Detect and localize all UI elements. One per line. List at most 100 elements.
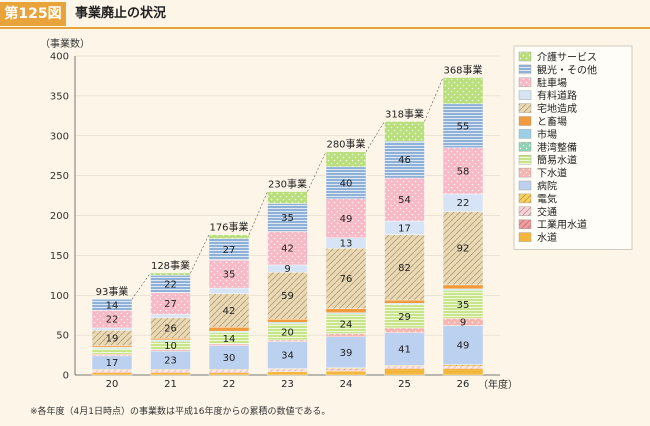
bar-data-label: 76	[340, 274, 353, 285]
bar-data-label: 41	[398, 345, 411, 356]
bar-segment-介護サービス	[442, 77, 484, 105]
bar-stacks	[91, 77, 484, 376]
bar-segment-駐車場	[384, 177, 425, 222]
bar-data-label: 34	[281, 351, 294, 362]
legend-label: 観光・その他	[537, 63, 597, 76]
bar-data-label: 82	[398, 263, 411, 274]
y-tick-label: 250	[50, 171, 69, 182]
legend-label: 病院	[537, 180, 557, 193]
y-tick-label: 100	[50, 291, 69, 302]
legend-swatch	[518, 64, 532, 75]
bar-segment-下水道	[91, 354, 133, 357]
top-connector-line	[190, 234, 210, 274]
bar-segment-駐車場	[267, 231, 308, 266]
bar-data-label: 22	[106, 315, 119, 326]
bar-data-label: 49	[340, 214, 353, 225]
bar-segment-と畜場	[91, 345, 133, 348]
bar-segment-下水道	[384, 327, 425, 333]
bar-segment-交通	[325, 368, 367, 371]
bar-segment-有料道路	[150, 314, 191, 318]
bar-segment-と畜場	[384, 299, 425, 304]
bar-total-label: 93事業	[96, 285, 129, 298]
x-tick-label: 22	[223, 379, 236, 390]
x-axis-unit-label: （年度）	[478, 378, 518, 391]
bar-data-label: 9	[284, 264, 290, 275]
legend-label: 簡易水道	[537, 154, 577, 167]
y-tick-label: 300	[50, 131, 69, 142]
bar-segment-簡易水道	[91, 348, 133, 355]
bar-total-label: 230事業	[268, 178, 307, 191]
top-connector-line	[248, 191, 268, 235]
y-tick-label: 400	[50, 52, 69, 63]
legend-swatch	[518, 90, 532, 100]
bar-segment-交通	[150, 370, 191, 373]
bar-data-label: 35	[457, 300, 470, 311]
legend-label: 有料道路	[537, 89, 577, 102]
bar-segment-宅地造成	[442, 211, 484, 286]
bar-segment-介護サービス	[325, 151, 367, 168]
legend-label: 水道	[537, 231, 557, 244]
x-tick-label: 24	[340, 379, 353, 390]
bar-data-label: 27	[164, 299, 177, 310]
bar-data-label: 14	[223, 334, 236, 345]
legend-label: 電気	[537, 192, 557, 205]
bar-segment-宅地造成	[267, 271, 308, 320]
bar-data-label: 42	[281, 244, 294, 255]
legend-swatch	[518, 142, 532, 152]
bar-segment-交通	[384, 366, 425, 369]
bar-segment-電気	[442, 364, 484, 367]
bar-data-label: 14	[106, 300, 119, 311]
y-tick-label: 0	[63, 371, 69, 382]
legend-label: 駐車場	[537, 76, 567, 89]
bar-segment-介護サービス	[267, 191, 308, 204]
legend-label: 市場	[537, 128, 557, 141]
legend-swatch	[518, 51, 532, 62]
bar-segment-と畜場	[325, 308, 367, 313]
legend-label: 宅地造成	[537, 102, 577, 115]
bar-segment-水道	[442, 368, 484, 376]
bar-segment-観光・その他	[442, 103, 484, 148]
bar-data-label: 24	[340, 319, 353, 330]
bar-data-label: 46	[398, 155, 411, 166]
bar-segment-水道	[150, 372, 191, 376]
bar-data-label: 19	[106, 333, 119, 344]
bar-segment-病院	[442, 325, 484, 365]
stacked-bar-chart: 0 50 100 150 200 250 300 350 400 17 19 22 14 93事業 20 2…	[40, 37, 633, 391]
x-tick-label: 25	[398, 379, 411, 390]
bar-segment-有料道路	[91, 327, 133, 331]
bar-segment-駐車場	[208, 259, 250, 289]
bar-data-label: 42	[223, 306, 236, 317]
bar-segment-有料道路	[208, 287, 250, 294]
footnote: ※各年度（4月1日時点）の事業数は平成16年度からの累積の数値である。	[30, 407, 331, 417]
bar-data-label: 92	[457, 244, 470, 255]
bar-data-label: 26	[164, 323, 177, 334]
y-tick-label: 200	[50, 211, 69, 222]
legend-swatch	[518, 116, 532, 126]
legend-swatch	[518, 154, 532, 165]
bar-total-label: 318事業	[385, 107, 424, 120]
bar-data-label: 9	[460, 317, 466, 328]
bar-segment-と畜場	[150, 338, 191, 341]
legend-swatch	[518, 167, 532, 178]
bar-segment-病院	[384, 332, 425, 366]
bar-segment-宅地造成	[325, 247, 367, 310]
bar-data-label: 49	[457, 341, 470, 352]
bar-data-label: 29	[398, 312, 411, 323]
x-tick-label: 23	[281, 379, 294, 390]
bar-data-label: 22	[164, 280, 177, 291]
bar-segment-介護サービス	[384, 121, 425, 142]
top-connector-line	[131, 272, 151, 300]
bar-segment-駐車場	[325, 198, 367, 239]
figure-title: 事業廃止の状況	[75, 6, 167, 21]
bar-segment-交通	[267, 369, 308, 372]
legend-box	[513, 45, 633, 250]
bar-data-label: 23	[164, 356, 177, 367]
bar-data-label: 39	[340, 348, 353, 359]
top-connector-line	[307, 151, 327, 192]
legend-label: 交通	[537, 205, 557, 218]
legend-swatch	[518, 219, 532, 229]
bar-data-label: 35	[223, 270, 236, 281]
bar-total-label: 368事業	[443, 64, 482, 77]
legend-swatch	[518, 103, 532, 113]
y-tick-label: 350	[50, 91, 69, 102]
